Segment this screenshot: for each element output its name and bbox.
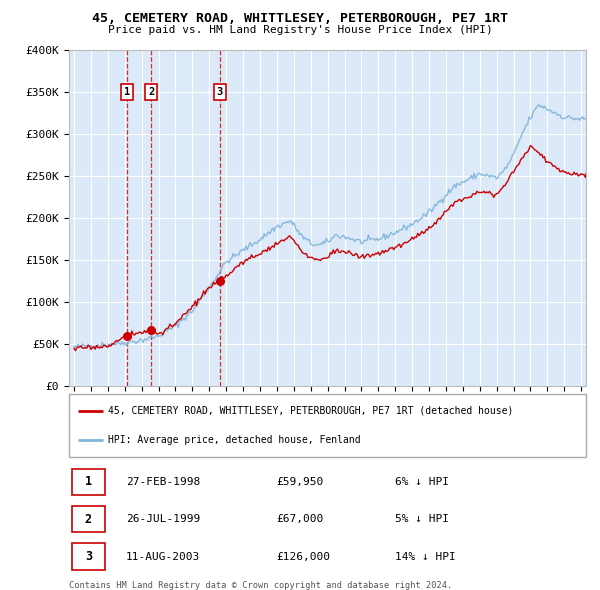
- Text: 1: 1: [85, 476, 92, 489]
- Text: 3: 3: [85, 550, 92, 563]
- Text: 26-JUL-1999: 26-JUL-1999: [126, 514, 200, 524]
- Text: 14% ↓ HPI: 14% ↓ HPI: [395, 552, 455, 562]
- FancyBboxPatch shape: [71, 543, 105, 570]
- Text: 5% ↓ HPI: 5% ↓ HPI: [395, 514, 449, 524]
- Text: 27-FEB-1998: 27-FEB-1998: [126, 477, 200, 487]
- Text: 3: 3: [217, 87, 223, 97]
- Text: 11-AUG-2003: 11-AUG-2003: [126, 552, 200, 562]
- Text: 45, CEMETERY ROAD, WHITTLESEY, PETERBOROUGH, PE7 1RT: 45, CEMETERY ROAD, WHITTLESEY, PETERBORO…: [92, 12, 508, 25]
- Text: £67,000: £67,000: [276, 514, 323, 524]
- FancyBboxPatch shape: [69, 394, 586, 457]
- Text: HPI: Average price, detached house, Fenland: HPI: Average price, detached house, Fenl…: [108, 435, 361, 445]
- Text: £59,950: £59,950: [276, 477, 323, 487]
- FancyBboxPatch shape: [71, 468, 105, 495]
- Text: 2: 2: [85, 513, 92, 526]
- Text: 2: 2: [148, 87, 154, 97]
- FancyBboxPatch shape: [71, 506, 105, 532]
- Text: £126,000: £126,000: [276, 552, 330, 562]
- Text: 1: 1: [124, 87, 130, 97]
- Text: 6% ↓ HPI: 6% ↓ HPI: [395, 477, 449, 487]
- Text: Price paid vs. HM Land Registry's House Price Index (HPI): Price paid vs. HM Land Registry's House …: [107, 25, 493, 35]
- Text: Contains HM Land Registry data © Crown copyright and database right 2024.: Contains HM Land Registry data © Crown c…: [69, 581, 452, 590]
- Text: 45, CEMETERY ROAD, WHITTLESEY, PETERBOROUGH, PE7 1RT (detached house): 45, CEMETERY ROAD, WHITTLESEY, PETERBORO…: [108, 406, 513, 416]
